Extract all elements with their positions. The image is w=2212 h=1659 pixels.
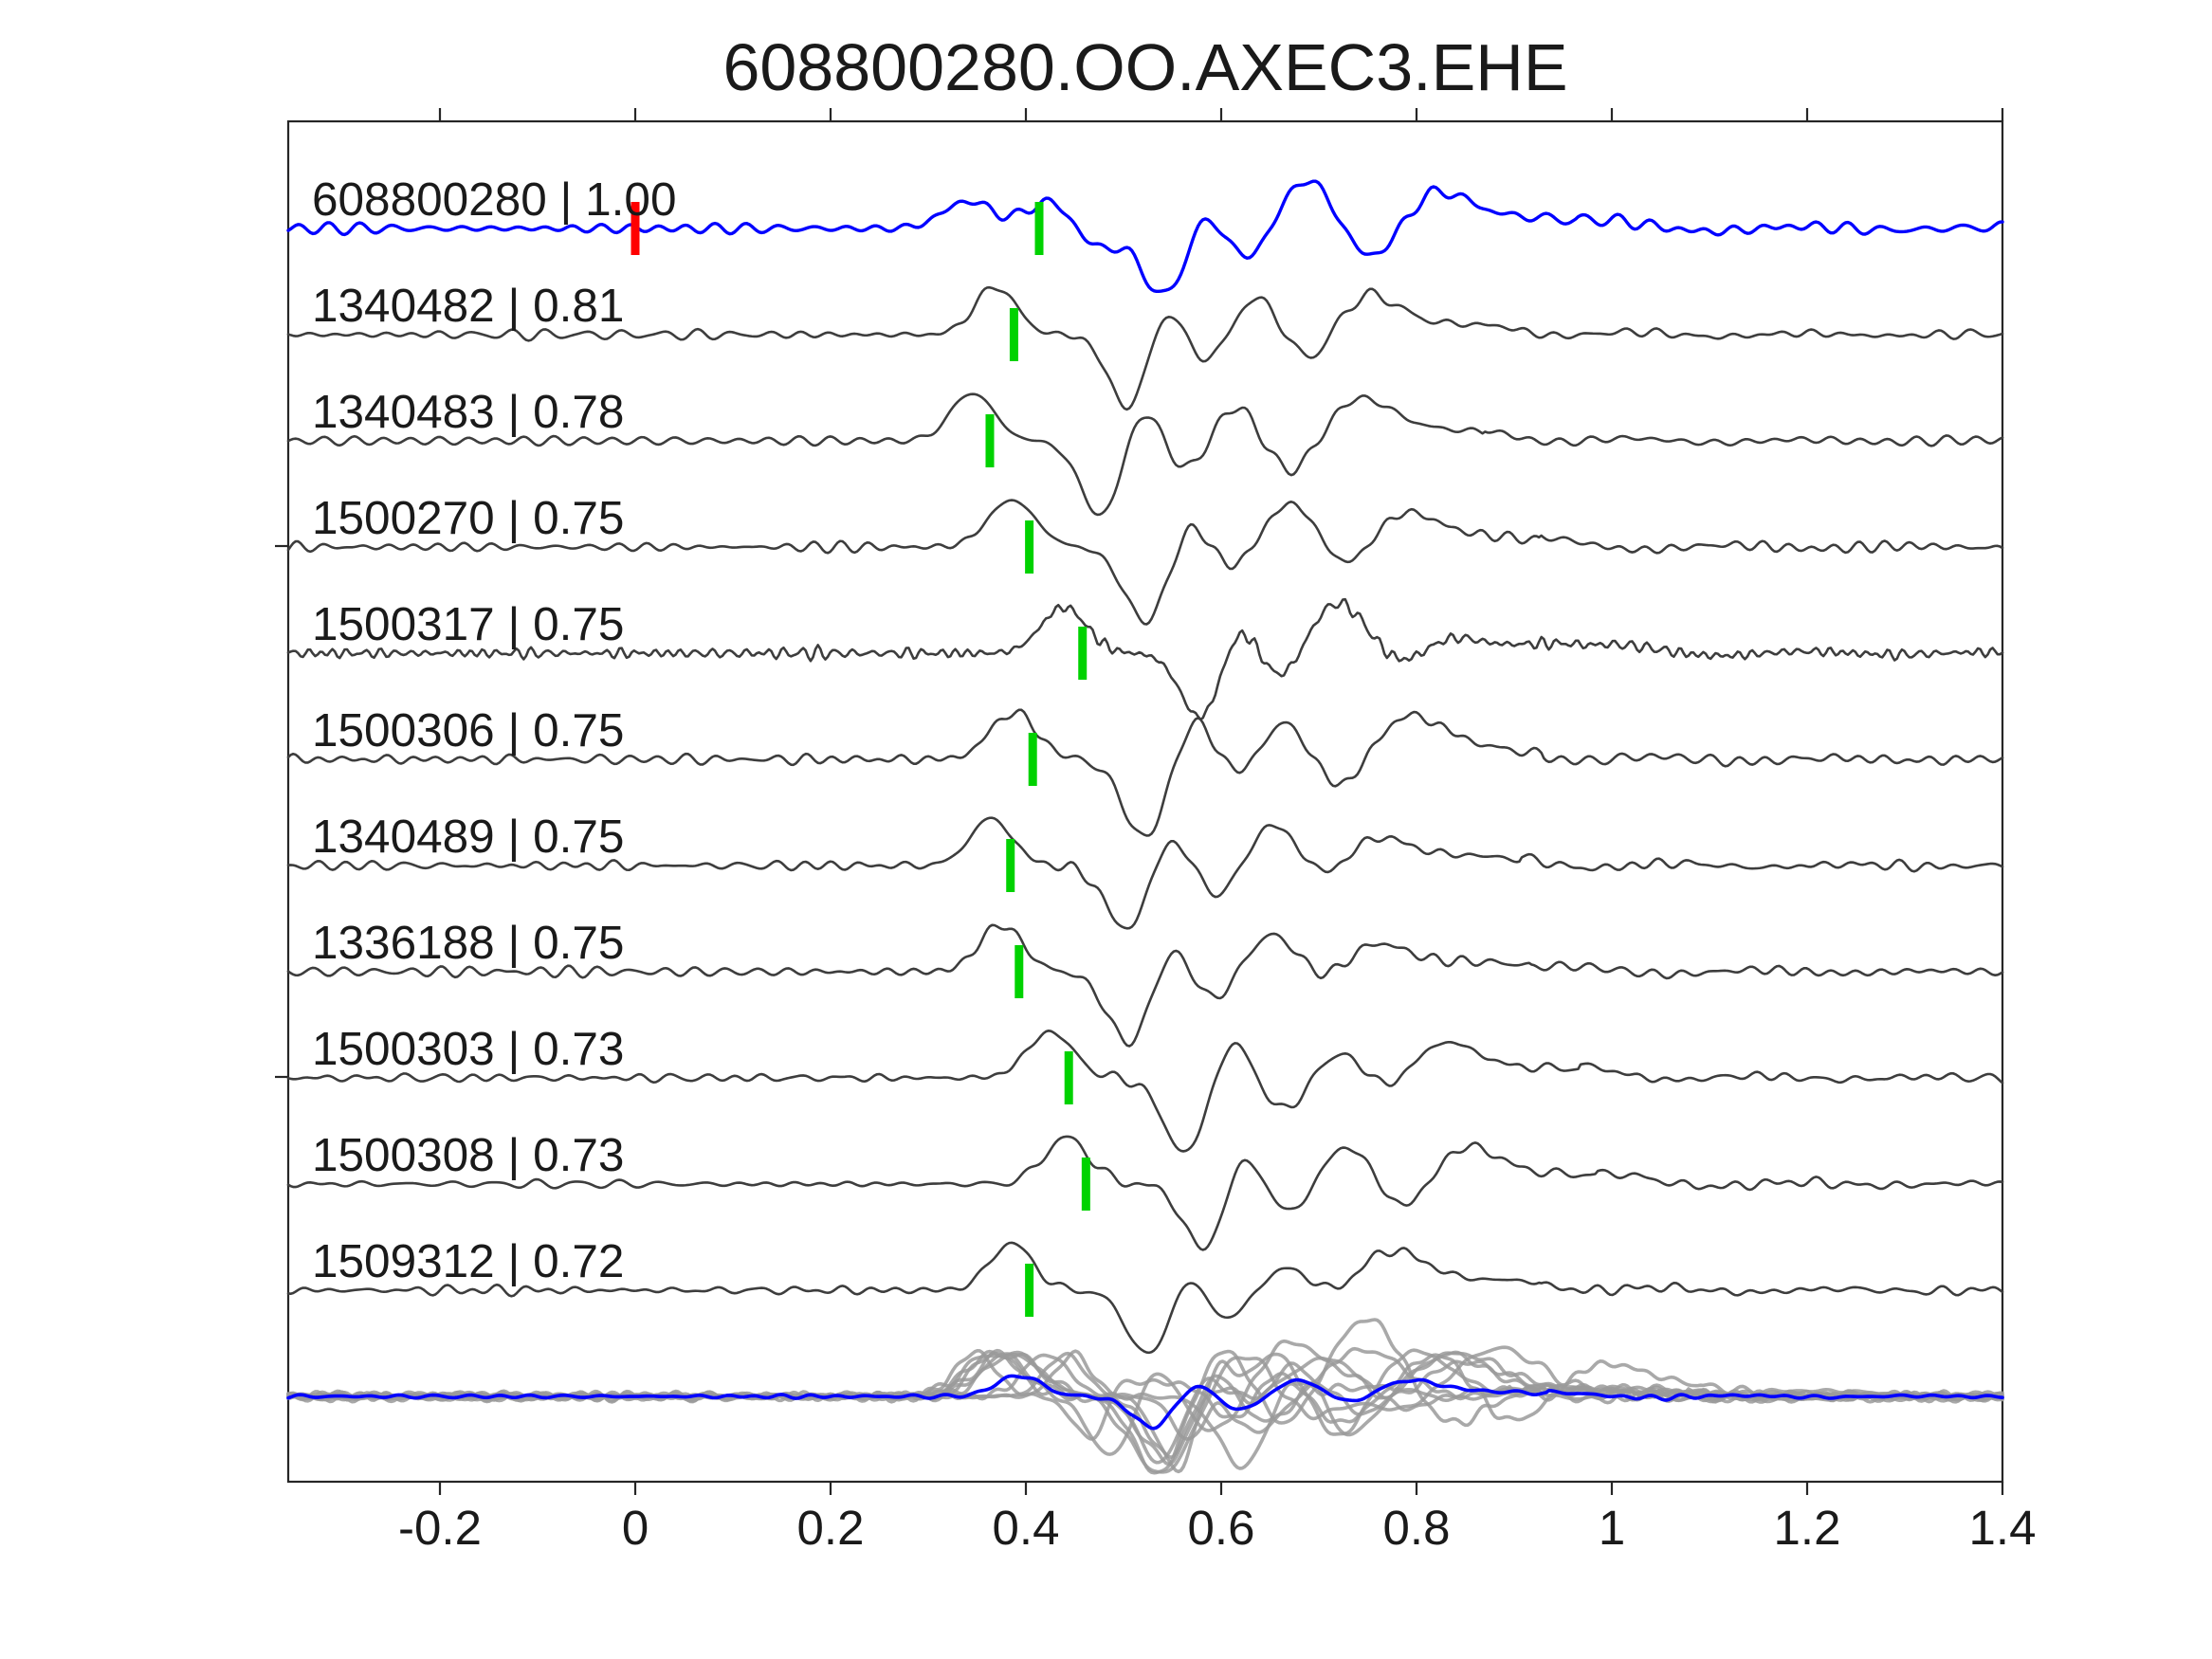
svg-text:1.4: 1.4 xyxy=(1969,1501,2037,1555)
svg-text:1500308 | 0.73: 1500308 | 0.73 xyxy=(312,1129,624,1181)
svg-text:1340482 | 0.81: 1340482 | 0.81 xyxy=(312,280,624,332)
svg-text:0.4: 0.4 xyxy=(993,1501,1060,1555)
svg-text:1500317 | 0.75: 1500317 | 0.75 xyxy=(312,598,624,650)
svg-text:1: 1 xyxy=(1599,1501,1625,1555)
svg-text:608800280.OO.AXEC3.EHE: 608800280.OO.AXEC3.EHE xyxy=(722,30,1567,104)
svg-text:1340489 | 0.75: 1340489 | 0.75 xyxy=(312,811,624,863)
svg-text:0.2: 0.2 xyxy=(797,1501,865,1555)
svg-text:1509312 | 0.72: 1509312 | 0.72 xyxy=(312,1235,624,1287)
svg-text:1500306 | 0.75: 1500306 | 0.75 xyxy=(312,704,624,757)
svg-text:1500303 | 0.73: 1500303 | 0.73 xyxy=(312,1023,624,1075)
svg-text:0: 0 xyxy=(622,1501,649,1555)
svg-text:1336188 | 0.75: 1336188 | 0.75 xyxy=(312,917,624,969)
svg-text:-0.2: -0.2 xyxy=(398,1501,482,1555)
svg-text:608800280 | 1.00: 608800280 | 1.00 xyxy=(312,173,676,226)
svg-text:0.8: 0.8 xyxy=(1383,1501,1451,1555)
svg-text:0.6: 0.6 xyxy=(1188,1501,1255,1555)
svg-text:1340483 | 0.78: 1340483 | 0.78 xyxy=(312,386,624,438)
svg-text:1.2: 1.2 xyxy=(1774,1501,1841,1555)
svg-text:1500270 | 0.75: 1500270 | 0.75 xyxy=(312,492,624,544)
